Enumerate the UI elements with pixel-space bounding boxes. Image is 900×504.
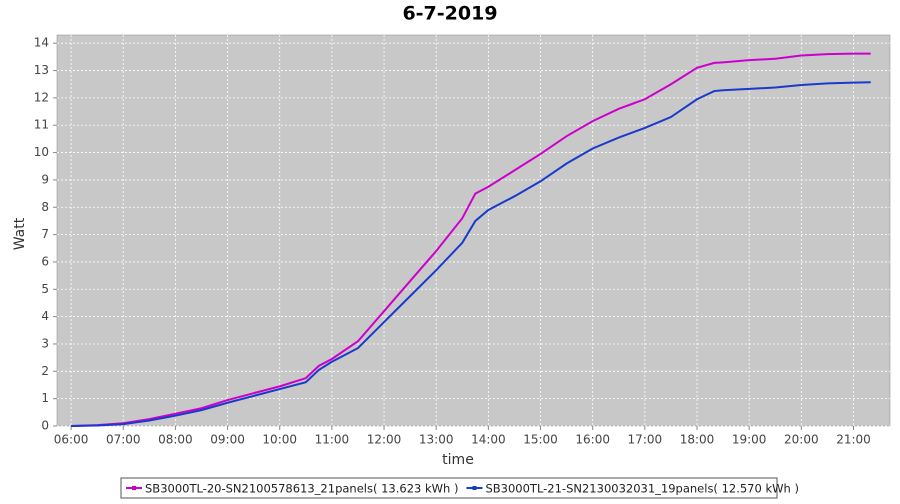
legend-label: SB3000TL-20-SN2100578613_21panels( 13.62…	[145, 482, 458, 496]
x-tick-label: 11:00	[315, 433, 350, 447]
y-tick-label: 8	[41, 200, 49, 214]
y-tick-label: 5	[41, 282, 49, 296]
x-tick-label: 19:00	[732, 433, 767, 447]
x-tick-label: 08:00	[158, 433, 193, 447]
plot-area	[56, 34, 891, 427]
x-tick-label: 12:00	[367, 433, 402, 447]
x-tick-label: 07:00	[106, 433, 141, 447]
y-tick-label: 9	[41, 172, 49, 186]
y-tick-label: 2	[41, 364, 49, 378]
x-tick-label: 06:00	[54, 433, 89, 447]
y-tick-label: 13	[34, 63, 49, 77]
legend-marker	[132, 486, 136, 490]
series-line	[71, 81, 871, 427]
x-tick-label: 20:00	[784, 433, 819, 447]
y-tick-label: 7	[41, 227, 49, 241]
x-tick-label: 13:00	[419, 433, 454, 447]
legend-marker	[472, 486, 477, 490]
y-tick-label: 0	[41, 419, 49, 433]
chart-title: 6-7-2019	[402, 3, 497, 25]
legend-label: SB3000TL-21-SN2130032031_19panels( 12.57…	[485, 482, 798, 496]
y-tick-label: 11	[34, 118, 49, 132]
y-axis-label: Watt	[12, 217, 28, 250]
y-tick-label: 14	[34, 36, 49, 50]
y-tick-label: 12	[34, 90, 49, 104]
series-line	[71, 52, 871, 427]
y-tick-label: 3	[41, 336, 49, 350]
x-axis-label: time	[442, 452, 474, 468]
y-tick-label: 6	[41, 254, 49, 268]
x-tick-label: 18:00	[680, 433, 715, 447]
y-tick-label: 1	[41, 391, 49, 405]
y-tick-label: 10	[34, 145, 49, 159]
x-tick-label: 21:00	[836, 433, 871, 447]
x-tick-label: 09:00	[210, 433, 245, 447]
legend-box	[120, 477, 778, 499]
x-tick-label: 14:00	[471, 433, 506, 447]
x-tick-label: 10:00	[262, 433, 297, 447]
x-tick-label: 15:00	[523, 433, 558, 447]
y-tick-label: 4	[41, 309, 49, 323]
x-tick-label: 17:00	[628, 433, 663, 447]
x-tick-label: 16:00	[575, 433, 610, 447]
